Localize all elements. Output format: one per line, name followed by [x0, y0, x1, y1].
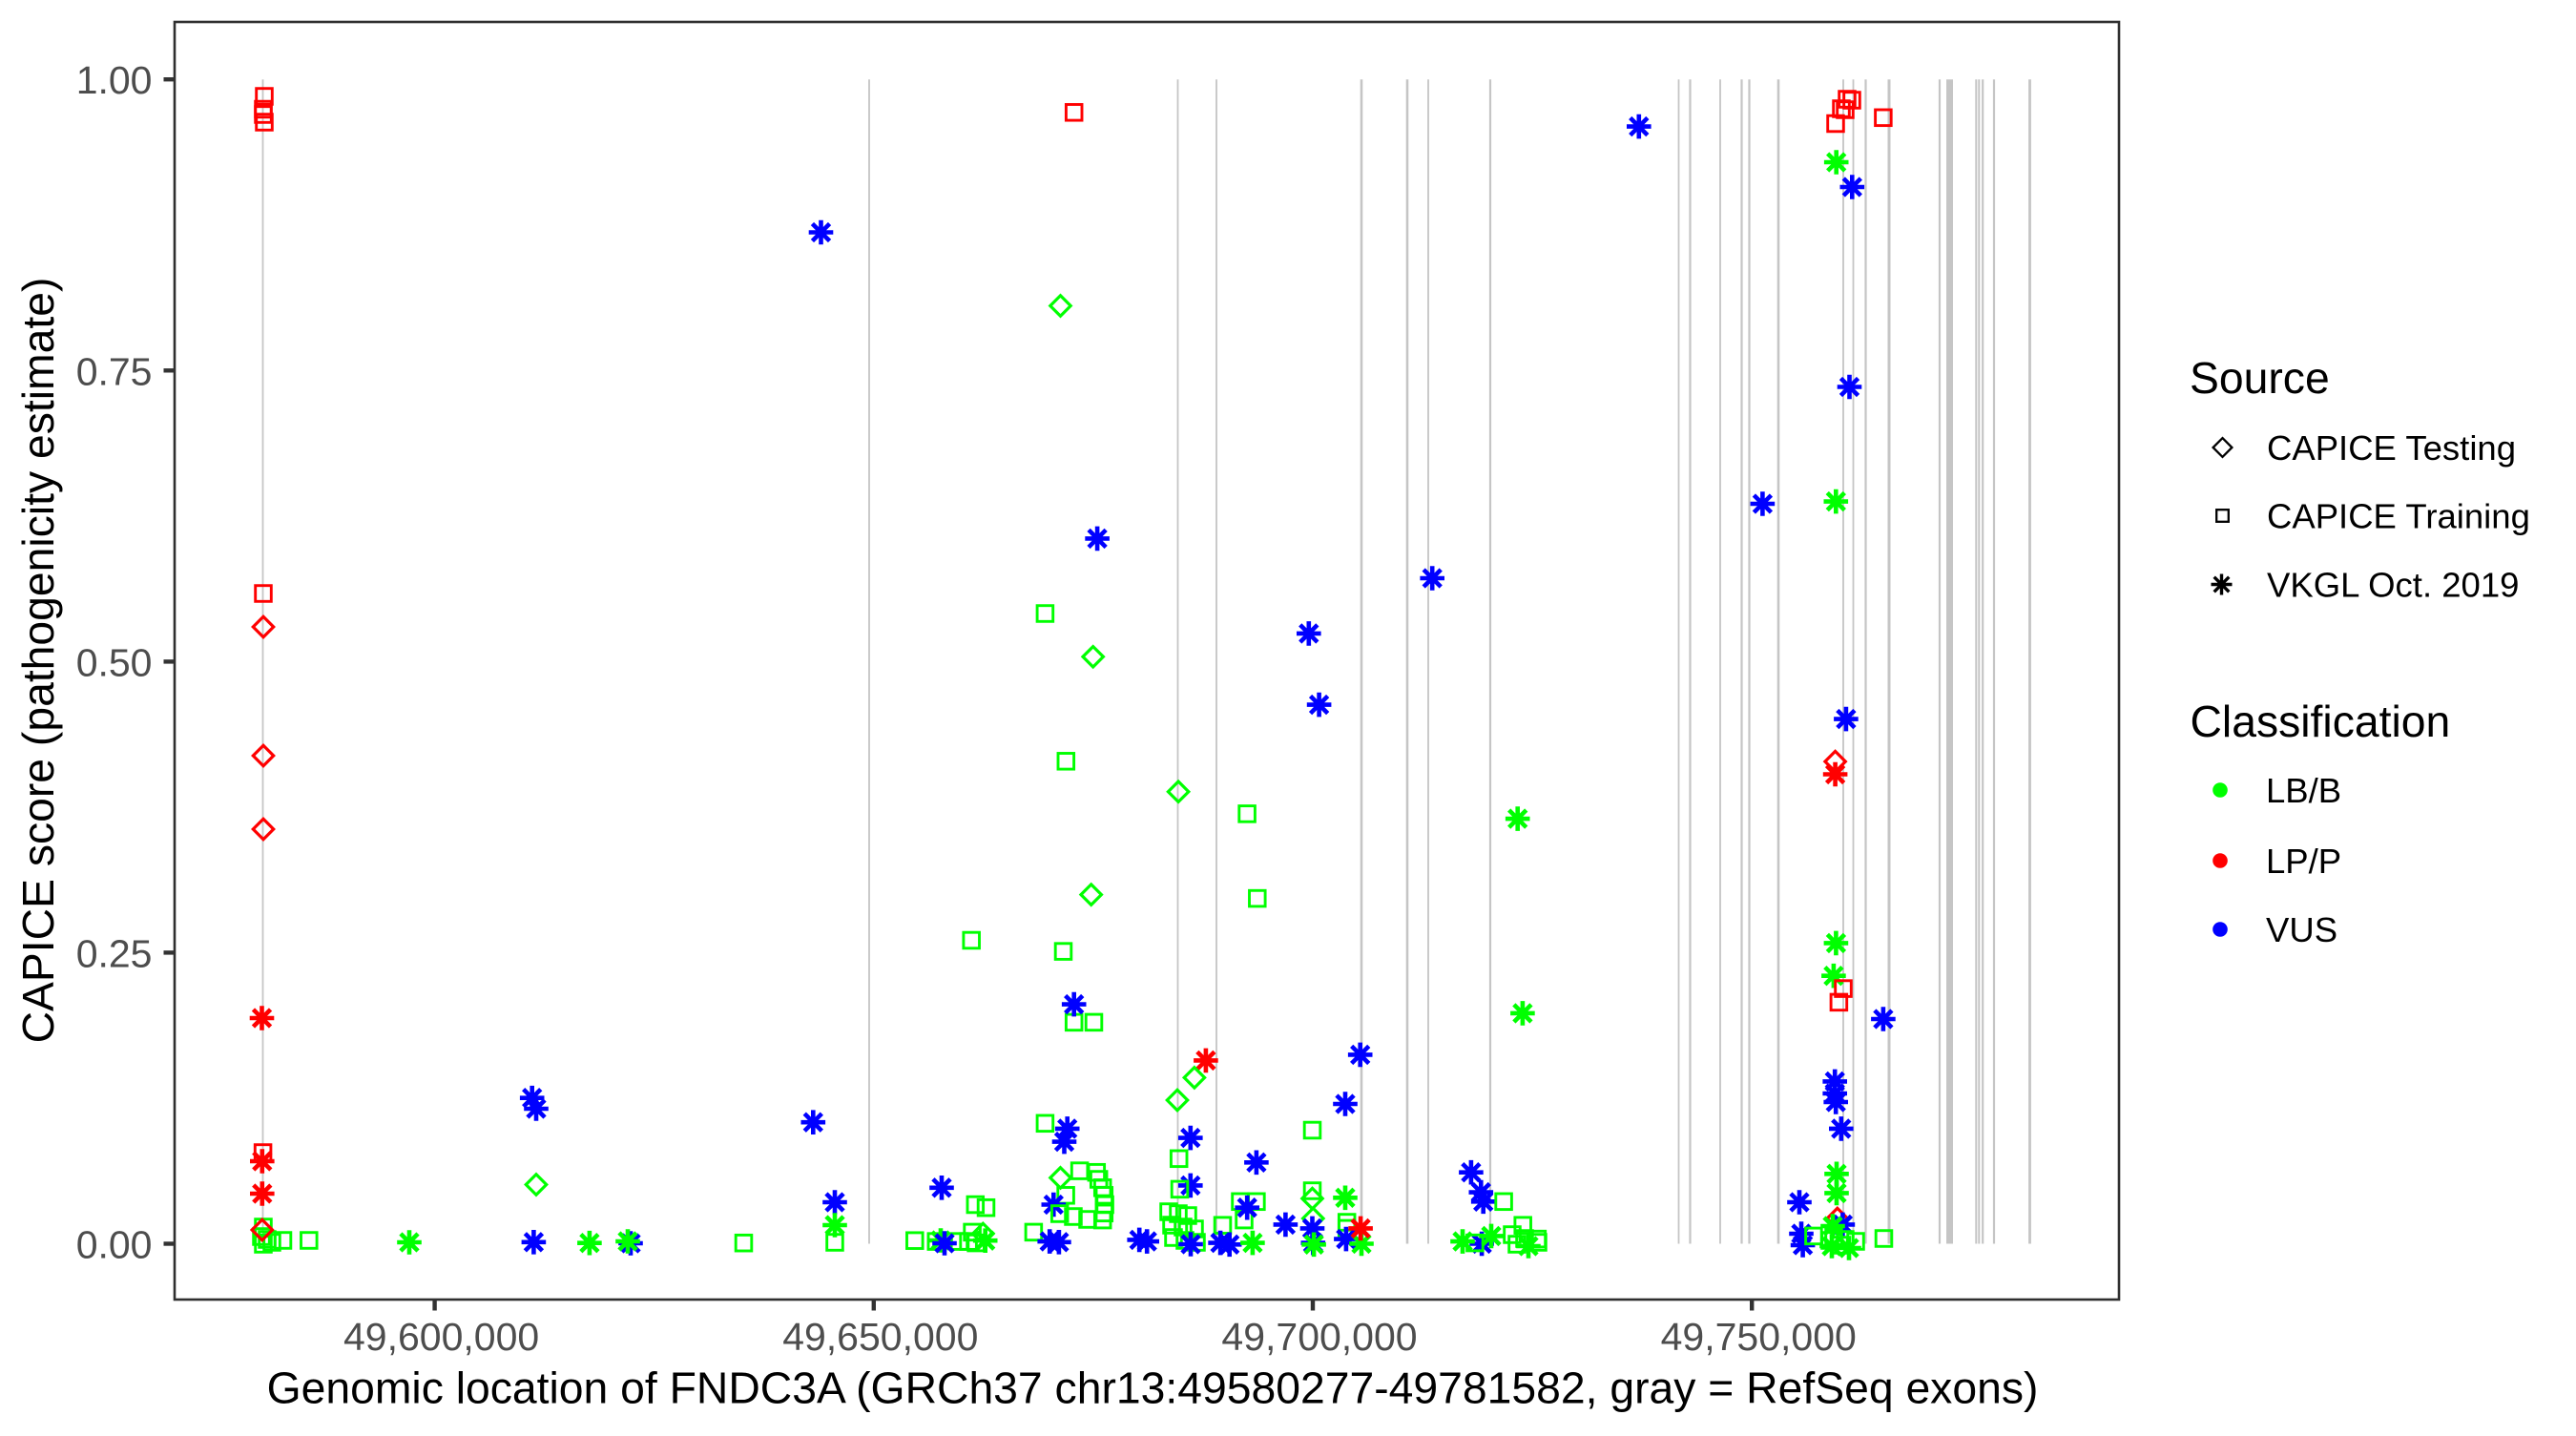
svg-text:CAPICE Testing: CAPICE Testing [2267, 428, 2516, 468]
svg-text:LP/P: LP/P [2266, 842, 2341, 881]
svg-text:49,750,000: 49,750,000 [1661, 1315, 1857, 1359]
svg-text:49,650,000: 49,650,000 [782, 1315, 978, 1359]
svg-text:Classification: Classification [2191, 697, 2451, 746]
svg-text:49,700,000: 49,700,000 [1221, 1315, 1417, 1359]
svg-text:CAPICE score (pathogenicity es: CAPICE score (pathogenicity estimate) [13, 278, 63, 1044]
svg-text:VUS: VUS [2266, 910, 2337, 949]
svg-text:0.50: 0.50 [76, 640, 153, 684]
svg-text:Genomic location of FNDC3A (GR: Genomic location of FNDC3A (GRCh37 chr13… [267, 1363, 2039, 1413]
svg-text:VKGL Oct. 2019: VKGL Oct. 2019 [2267, 566, 2519, 605]
svg-text:0.75: 0.75 [76, 349, 153, 393]
svg-text:1.00: 1.00 [76, 58, 153, 102]
svg-text:0.25: 0.25 [76, 931, 153, 975]
svg-text:Source: Source [2190, 353, 2330, 403]
svg-text:CAPICE Training: CAPICE Training [2267, 497, 2530, 536]
svg-text:0.00: 0.00 [76, 1223, 153, 1267]
svg-text:49,600,000: 49,600,000 [343, 1315, 539, 1359]
svg-text:LB/B: LB/B [2266, 771, 2341, 810]
